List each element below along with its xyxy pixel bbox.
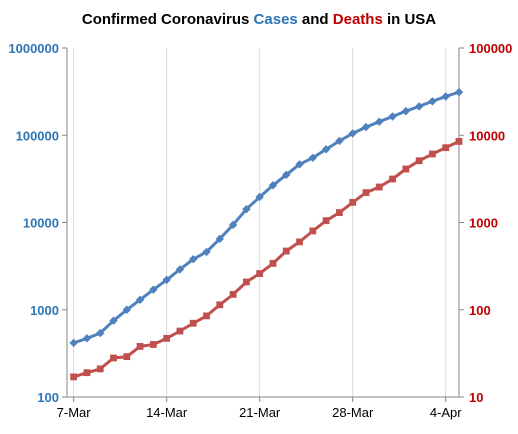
title-part-3: Deaths — [333, 11, 383, 28]
cases-point — [228, 220, 238, 230]
deaths-point — [282, 247, 290, 255]
cases-point — [388, 112, 397, 121]
cases-point — [441, 92, 450, 101]
series — [69, 87, 464, 381]
axes — [62, 47, 464, 402]
cases-point — [175, 265, 185, 274]
x-tick-label: 4-Apr — [430, 405, 462, 420]
cases-point — [282, 170, 291, 180]
cases-point — [109, 316, 118, 325]
cases-point — [308, 153, 318, 162]
deaths-point — [336, 209, 343, 216]
y-left-tick-label: 10000 — [23, 216, 59, 231]
deaths-point — [402, 165, 410, 173]
deaths-point — [123, 353, 131, 361]
deaths-point — [110, 354, 117, 362]
deaths-point — [242, 278, 250, 286]
cases-point — [242, 205, 251, 214]
deaths-point — [442, 144, 450, 152]
cases-point — [321, 145, 331, 154]
chart-title: Confirmed Coronavirus Cases and Deaths i… — [82, 11, 436, 28]
deaths-point — [415, 157, 423, 165]
deaths-point — [269, 259, 277, 267]
cases-point — [202, 247, 211, 257]
cases-point — [189, 254, 198, 264]
y-left-tick-label: 1000000 — [8, 41, 59, 56]
title-part-1: Cases — [254, 11, 298, 28]
cases-point — [149, 285, 158, 294]
tick-labels: 7-Mar 14-Mar 21-Mar 28-Mar 4-Apr 100 1000 10000… — [8, 41, 512, 420]
cases-point — [428, 97, 437, 106]
cases-point — [454, 87, 464, 97]
cases-point — [268, 181, 278, 190]
deaths-point — [163, 334, 171, 342]
y-left-tick-label: 1000 — [30, 303, 59, 318]
deaths-point — [70, 373, 78, 381]
deaths-point — [362, 189, 370, 197]
cases-point — [348, 129, 357, 138]
deaths-point — [83, 369, 91, 377]
y-right-tick-label: 10 — [469, 390, 483, 405]
deaths-point — [455, 138, 463, 145]
cases-point — [122, 305, 131, 314]
cases-point — [401, 106, 411, 116]
y-right-tick-label: 100000 — [469, 41, 512, 56]
cases-point — [295, 160, 304, 169]
deaths-point — [149, 341, 157, 348]
deaths-point — [296, 238, 303, 246]
deaths-point — [136, 343, 144, 350]
x-tick-label: 14-Mar — [146, 405, 188, 420]
cases-point — [255, 192, 264, 202]
deaths-point — [375, 183, 383, 191]
title-part-0: Confirmed Coronavirus — [82, 11, 254, 28]
deaths-point — [216, 301, 224, 309]
cases-point — [375, 117, 384, 126]
deaths-point — [189, 319, 197, 327]
y-right-tick-label: 10000 — [469, 128, 505, 143]
y-left-tick-label: 100 — [37, 390, 59, 405]
deaths-point — [389, 175, 396, 183]
deaths-point — [176, 327, 184, 335]
cases-point — [96, 328, 105, 338]
x-tick-label: 21-Mar — [239, 405, 281, 420]
x-tick-label: 28-Mar — [332, 405, 374, 420]
cases-point — [361, 122, 371, 132]
y-left-tick-label: 100000 — [16, 128, 59, 143]
cases-point — [215, 234, 225, 244]
deaths-point — [203, 312, 210, 320]
deaths-point — [96, 365, 104, 373]
cases-point — [135, 295, 145, 305]
deaths-point — [229, 290, 237, 298]
deaths-point — [429, 150, 436, 158]
deaths-point — [322, 217, 330, 225]
cases-point — [335, 136, 344, 146]
title-part-2: and — [298, 11, 333, 28]
cases-point — [414, 102, 424, 111]
deaths-point — [256, 270, 264, 277]
cases-point — [82, 334, 92, 343]
title-part-4: in USA — [383, 11, 437, 28]
x-tick-label: 7-Mar — [57, 405, 92, 420]
cases-point — [162, 275, 171, 285]
cases-point — [69, 338, 78, 348]
deaths-point — [349, 198, 357, 206]
y-right-tick-label: 100 — [469, 303, 491, 318]
deaths-point — [309, 227, 317, 235]
y-right-tick-label: 1000 — [469, 216, 498, 231]
